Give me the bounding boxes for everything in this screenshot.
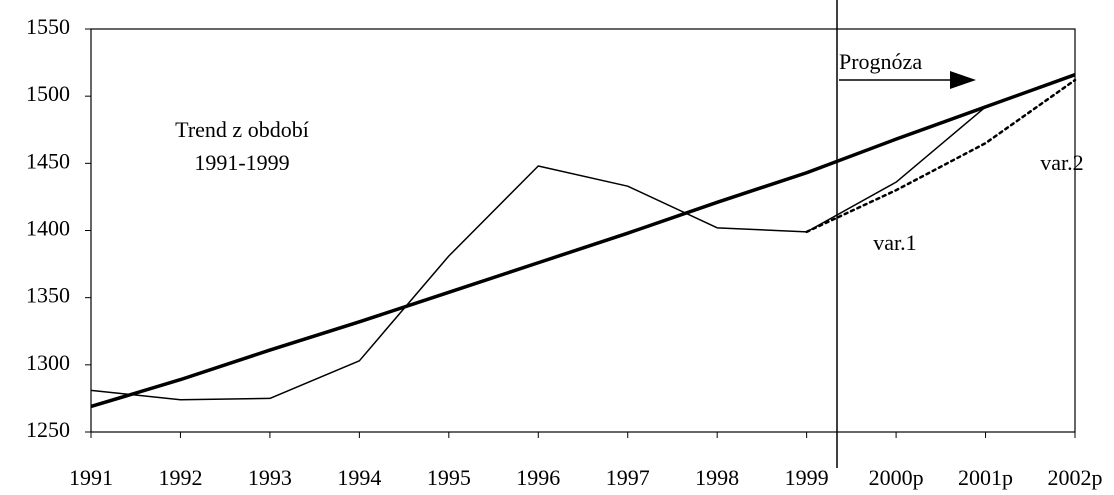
- series-line: [805, 78, 1077, 234]
- annotation: Prognóza: [839, 49, 922, 74]
- y-tick-label: 1400: [26, 216, 70, 241]
- y-tick-label: 1500: [26, 81, 70, 106]
- series-line: [90, 165, 807, 401]
- x-tick-label: 1998: [695, 465, 739, 490]
- forecast-arrowhead: [950, 71, 976, 89]
- x-tick-label: 1996: [516, 465, 560, 490]
- x-tick-label: 1994: [337, 465, 381, 490]
- x-tick-label: 2001p: [958, 465, 1013, 490]
- annotation: Trend z období: [175, 117, 309, 142]
- y-tick-label: 1250: [26, 417, 70, 442]
- x-tick-label: 1992: [158, 465, 202, 490]
- annotation: 1991-1999: [194, 150, 289, 175]
- series-line: [806, 73, 1076, 233]
- x-tick-label: 1995: [427, 465, 471, 490]
- y-tick-label: 1450: [26, 148, 70, 173]
- x-tick-label: 1993: [248, 465, 292, 490]
- plot-frame: [90, 28, 1076, 433]
- x-tick-label: 1997: [606, 465, 650, 490]
- x-tick-label: 2002p: [1048, 465, 1103, 490]
- y-tick-label: 1300: [26, 350, 70, 375]
- y-tick-label: 1350: [26, 283, 70, 308]
- y-tick-label: 1550: [26, 14, 70, 39]
- series-line: [90, 73, 1076, 409]
- x-tick-label: 1999: [785, 465, 829, 490]
- series-label: var.2: [1040, 150, 1083, 175]
- x-tick-label: 2000p: [869, 465, 924, 490]
- series-label: var.1: [873, 230, 916, 255]
- x-tick-label: 1991: [69, 465, 113, 490]
